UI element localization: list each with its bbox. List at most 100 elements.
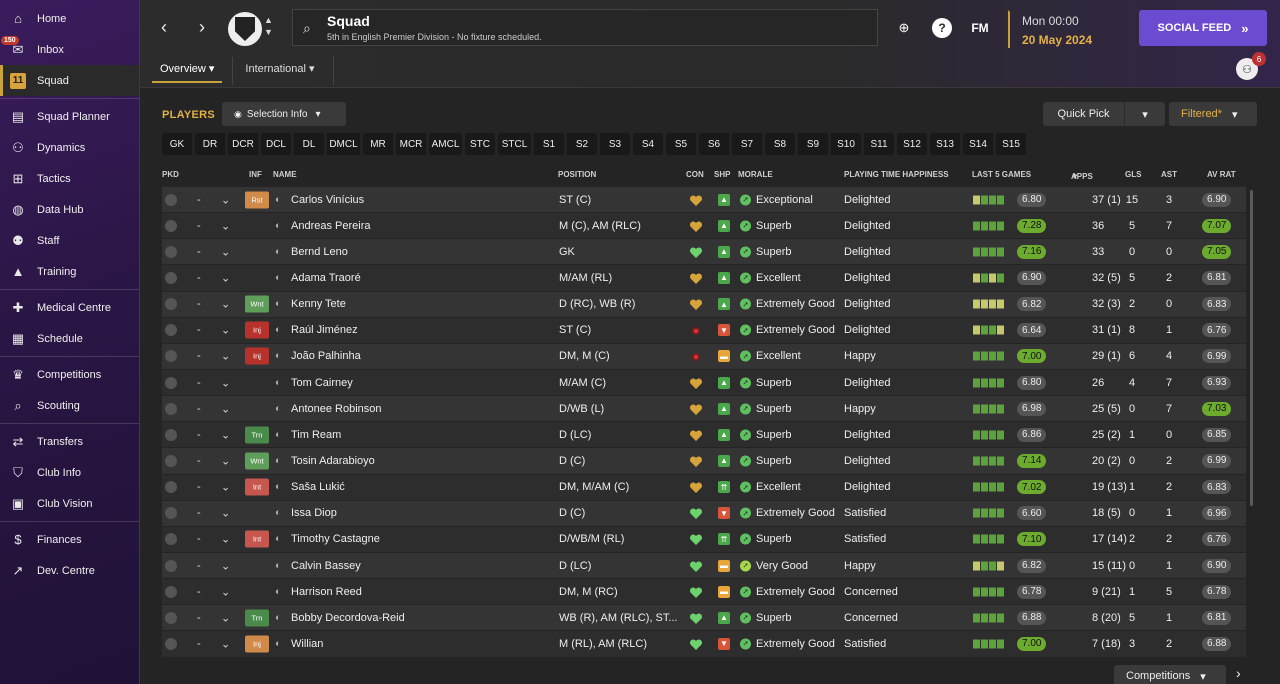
game-date[interactable]: Mon 00:00 20 May 2024 xyxy=(1008,10,1126,48)
position-filter-mr[interactable]: MR xyxy=(363,133,393,155)
sidebar-item-club-info[interactable]: ⛉ Club Info xyxy=(0,457,139,488)
player-name[interactable]: Calvin Bassey xyxy=(291,559,361,572)
player-name[interactable]: Andreas Pereira xyxy=(291,219,371,232)
pick-checkbox[interactable] xyxy=(165,533,177,546)
sidebar-item-finances[interactable]: $ Finances xyxy=(0,524,139,555)
table-row[interactable]: - ⌄ Trn ◐ Tim Ream D (LC) ▲ ➚ Superb Delighted 6.8… xyxy=(162,422,1246,449)
social-feed-button[interactable]: SOCIAL FEED » xyxy=(1139,10,1267,46)
pick-checkbox[interactable] xyxy=(165,507,177,520)
pick-checkbox[interactable] xyxy=(165,324,177,337)
sidebar-item-medical-centre[interactable]: ✚ Medical Centre xyxy=(0,292,139,323)
club-crest-icon[interactable] xyxy=(228,12,262,46)
tab-overview[interactable]: Overview ▾ xyxy=(152,57,223,83)
chevron-down-icon[interactable]: ⌄ xyxy=(221,220,231,233)
pick-checkbox[interactable] xyxy=(165,193,177,206)
sidebar-item-staff[interactable]: ⚉ Staff xyxy=(0,225,139,256)
col-last-5-games[interactable]: LAST 5 GAMES xyxy=(972,170,1032,179)
info-tag[interactable]: Inj xyxy=(245,635,269,653)
info-tag[interactable]: Trn xyxy=(245,609,269,627)
col-pkd[interactable]: PKD xyxy=(162,170,179,179)
info-tag[interactable]: Inj xyxy=(245,321,269,339)
table-row[interactable]: - ⌄ Inj ◐ João Palhinha DM, M (C) ▬ ➚ Excellent H… xyxy=(162,343,1246,370)
position-filter-s6[interactable]: S6 xyxy=(699,133,729,155)
table-scrollbar[interactable] xyxy=(1250,190,1253,506)
table-row[interactable]: - ⌄ ◐ Adama Traoré M/AM (RL) ▲ ➚ Excellent Delig… xyxy=(162,265,1246,292)
selection-info-button[interactable]: ◉ Selection Info ▾ xyxy=(222,102,346,126)
info-tag[interactable]: Wnt xyxy=(245,295,269,313)
col-morale[interactable]: MORALE xyxy=(738,170,773,179)
pick-checkbox[interactable] xyxy=(165,611,177,624)
sidebar-item-transfers[interactable]: ⇄ Transfers xyxy=(0,426,139,457)
chevron-down-icon[interactable]: ⌄ xyxy=(221,586,231,599)
position-filter-mcr[interactable]: MCR xyxy=(396,133,426,155)
player-name[interactable]: Tom Cairney xyxy=(291,376,353,389)
table-row[interactable]: - ⌄ Int ◐ Timothy Castagne D/WB/M (RL) ⇈ ➚ Super… xyxy=(162,526,1246,553)
col-ast[interactable]: AST xyxy=(1161,170,1177,179)
position-filter-s9[interactable]: S9 xyxy=(798,133,828,155)
position-filter-s15[interactable]: S15 xyxy=(996,133,1026,155)
player-name[interactable]: Bobby Decordova-Reid xyxy=(291,611,405,624)
filter-dropdown[interactable]: Filtered* ▾ xyxy=(1169,102,1257,126)
page-title-box[interactable]: ⌕ Squad 5th in English Premier Division … xyxy=(292,9,878,46)
player-name[interactable]: Timothy Castagne xyxy=(291,533,380,546)
sidebar-item-dynamics[interactable]: ⚇ Dynamics xyxy=(0,132,139,163)
world-globe-icon[interactable]: ⊕ xyxy=(898,20,910,35)
sidebar-item-scouting[interactable]: ⌕ Scouting xyxy=(0,390,139,421)
position-filter-s3[interactable]: S3 xyxy=(600,133,630,155)
info-tag[interactable]: Trn xyxy=(245,426,269,444)
pick-checkbox[interactable] xyxy=(165,402,177,415)
player-name[interactable]: Saša Lukić xyxy=(291,481,345,494)
table-row[interactable]: - ⌄ Trn ◐ Bobby Decordova-Reid WB (R), AM (RL… xyxy=(162,605,1246,632)
pick-checkbox[interactable] xyxy=(165,376,177,389)
chevron-right-icon[interactable]: › xyxy=(1236,665,1241,681)
help-icon[interactable]: ? xyxy=(932,18,952,38)
sidebar-item-squad[interactable]: 11 Squad xyxy=(0,65,139,96)
table-row[interactable]: - ⌄ Rst ◐ Carlos Vinícius ST (C) ▲ ➚ Exceptional… xyxy=(162,187,1246,214)
position-filter-s2[interactable]: S2 xyxy=(567,133,597,155)
col-gls[interactable]: GLS xyxy=(1125,170,1142,179)
sidebar-item-tactics[interactable]: ⊞ Tactics xyxy=(0,163,139,194)
pick-checkbox[interactable] xyxy=(165,245,177,258)
forward-arrow-icon[interactable]: › xyxy=(199,17,205,37)
table-row[interactable]: - ⌄ Wnt ◐ Kenny Tete D (RC), WB (R) ▲ ➚ Extremel… xyxy=(162,291,1246,318)
pick-checkbox[interactable] xyxy=(165,637,177,650)
position-filter-stc[interactable]: STC xyxy=(465,133,495,155)
pick-checkbox[interactable] xyxy=(165,428,177,441)
table-row[interactable]: - ⌄ ◐ Antonee Robinson D/WB (L) ▲ ➚ Superb Happy… xyxy=(162,396,1246,423)
chevron-down-icon[interactable]: ⌄ xyxy=(221,481,231,494)
sidebar-item-competitions[interactable]: ♛ Competitions xyxy=(0,359,139,390)
info-tag[interactable]: Inj xyxy=(245,347,269,365)
sidebar-item-data-hub[interactable]: ◍ Data Hub xyxy=(0,194,139,225)
pick-checkbox[interactable] xyxy=(165,559,177,572)
player-name[interactable]: Carlos Vinícius xyxy=(291,193,365,206)
position-filter-s5[interactable]: S5 xyxy=(666,133,696,155)
info-tag[interactable]: Wnt xyxy=(245,452,269,470)
player-name[interactable]: João Palhinha xyxy=(291,350,361,363)
player-name[interactable]: Antonee Robinson xyxy=(291,402,382,415)
chevron-down-icon[interactable]: ⌄ xyxy=(221,194,231,207)
position-filter-s7[interactable]: S7 xyxy=(732,133,762,155)
table-row[interactable]: - ⌄ Wnt ◐ Tosin Adarabioyo D (C) ▲ ➚ Superb Delig… xyxy=(162,448,1246,475)
pick-checkbox[interactable] xyxy=(165,350,177,363)
position-filter-s10[interactable]: S10 xyxy=(831,133,861,155)
pick-checkbox[interactable] xyxy=(165,481,177,494)
chevron-down-icon[interactable]: ⌄ xyxy=(221,272,231,285)
tab-international[interactable]: International ▾ xyxy=(245,63,315,75)
table-row[interactable]: - ⌄ Inj ◐ Raúl Jiménez ST (C) ▼ ➚ Extremely Good… xyxy=(162,317,1246,344)
info-tag[interactable]: Int xyxy=(245,478,269,496)
position-filter-dl[interactable]: DL xyxy=(294,133,324,155)
position-filter-s8[interactable]: S8 xyxy=(765,133,795,155)
chevron-down-icon[interactable]: ⌄ xyxy=(221,298,231,311)
pick-checkbox[interactable] xyxy=(165,271,177,284)
table-row[interactable]: - ⌄ Int ◐ Saša Lukić DM, M/AM (C) ⇈ ➚ Excellent D… xyxy=(162,474,1246,501)
player-name[interactable]: Issa Diop xyxy=(291,507,337,520)
table-row[interactable]: - ⌄ ◐ Andreas Pereira M (C), AM (RLC) ▲ ➚ Super… xyxy=(162,213,1246,240)
chevron-down-icon[interactable]: ⌄ xyxy=(221,533,231,546)
position-filter-s13[interactable]: S13 xyxy=(930,133,960,155)
position-filter-amcl[interactable]: AMCL xyxy=(429,133,462,155)
player-name[interactable]: Raúl Jiménez xyxy=(291,324,358,337)
position-filter-stcl[interactable]: STCL xyxy=(498,133,531,155)
col-name[interactable]: NAME xyxy=(273,170,297,179)
position-filter-s12[interactable]: S12 xyxy=(897,133,927,155)
table-row[interactable]: - ⌄ ◐ Issa Diop D (C) ▼ ➚ Extremely Good Satisfi… xyxy=(162,500,1246,527)
